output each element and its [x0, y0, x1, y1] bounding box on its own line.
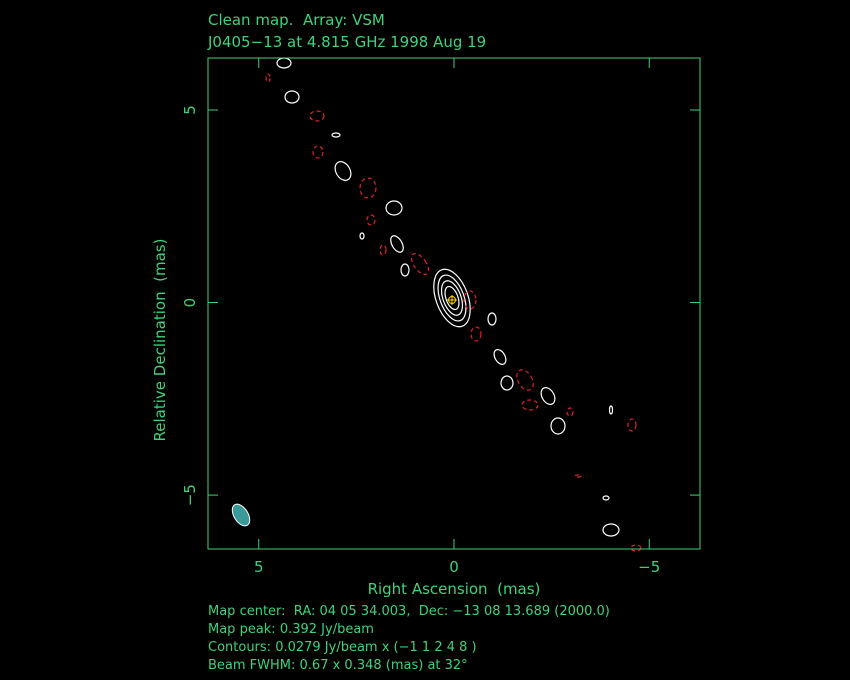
y-axis-label: Relative Declination (mas) — [151, 239, 169, 442]
x-tick-label: 0 — [449, 558, 459, 576]
peak-marker — [447, 295, 457, 305]
y-tick-label: −5 — [181, 484, 199, 506]
plot-frame — [207, 57, 701, 550]
y-tick-label: 0 — [181, 298, 199, 308]
note: Map peak: 0.392 Jy/beam — [208, 622, 374, 637]
x-tick-label: −5 — [638, 558, 660, 576]
note: Beam FWHM: 0.67 x 0.348 (mas) at 32° — [208, 658, 468, 673]
note: Map center: RA: 04 05 34.003, Dec: −13 0… — [208, 604, 610, 619]
beam — [231, 503, 251, 527]
positive-contours — [276, 57, 620, 537]
x-tick-label: 5 — [254, 558, 264, 576]
note: Contours: 0.0279 Jy/beam x (−1 1 2 4 8 ) — [208, 640, 477, 655]
y-tick-label: 5 — [181, 105, 199, 115]
negative-contours — [265, 73, 642, 552]
chart-title: Clean map. Array: VSM — [208, 11, 385, 29]
x-axis-label: Right Ascension (mas) — [368, 580, 541, 598]
chart-subtitle: J0405−13 at 4.815 GHz 1998 Aug 19 — [207, 33, 486, 51]
